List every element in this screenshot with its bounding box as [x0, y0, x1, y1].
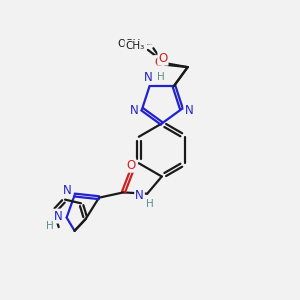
- Text: N: N: [135, 189, 144, 202]
- Text: H: H: [146, 199, 154, 209]
- Text: O: O: [158, 52, 168, 65]
- Text: methoxy: methoxy: [146, 43, 153, 45]
- Text: O: O: [154, 56, 163, 69]
- Text: H: H: [157, 72, 165, 82]
- Text: methyl: methyl: [132, 47, 136, 48]
- Text: methyl: methyl: [142, 44, 147, 45]
- Text: N: N: [129, 104, 138, 117]
- Text: H: H: [46, 221, 53, 231]
- Text: N: N: [184, 104, 193, 117]
- Text: N: N: [63, 184, 72, 197]
- Text: OCH₃: OCH₃: [117, 39, 144, 49]
- Text: N: N: [144, 70, 152, 84]
- Text: methoxy: methoxy: [135, 46, 142, 47]
- Text: CH₃: CH₃: [125, 41, 145, 51]
- Text: N: N: [53, 210, 62, 223]
- Text: O: O: [126, 159, 135, 172]
